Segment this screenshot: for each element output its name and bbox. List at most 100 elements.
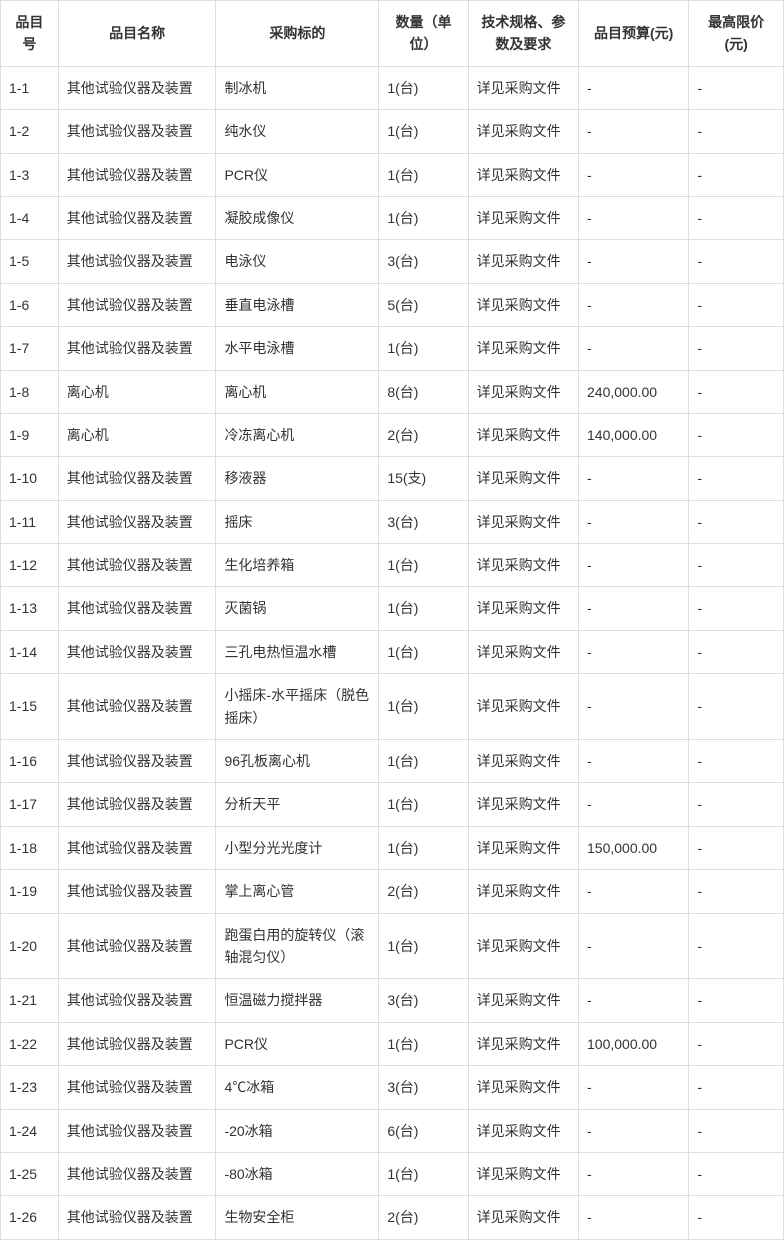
- cell-maxprice: -: [689, 1109, 784, 1152]
- cell-budget: -: [579, 544, 689, 587]
- cell-item-name: 其他试验仪器及装置: [58, 587, 216, 630]
- cell-target: 制冰机: [216, 66, 379, 109]
- cell-item-name: 其他试验仪器及装置: [58, 674, 216, 740]
- cell-maxprice: -: [689, 1196, 784, 1239]
- cell-item-no: 1-8: [1, 370, 59, 413]
- cell-item-name: 其他试验仪器及装置: [58, 870, 216, 913]
- cell-item-no: 1-1: [1, 66, 59, 109]
- cell-spec: 详见采购文件: [468, 630, 578, 673]
- cell-quantity: 3(台): [379, 979, 468, 1022]
- cell-item-no: 1-17: [1, 783, 59, 826]
- cell-item-no: 1-10: [1, 457, 59, 500]
- cell-budget: -: [579, 153, 689, 196]
- cell-budget: 100,000.00: [579, 1022, 689, 1065]
- cell-target: 分析天平: [216, 783, 379, 826]
- cell-item-no: 1-2: [1, 110, 59, 153]
- cell-target: 纯水仪: [216, 110, 379, 153]
- table-row: 1-20其他试验仪器及装置跑蛋白用的旋转仪（滚轴混匀仪）1(台)详见采购文件--: [1, 913, 784, 979]
- cell-quantity: 1(台): [379, 1022, 468, 1065]
- cell-quantity: 15(支): [379, 457, 468, 500]
- cell-maxprice: -: [689, 327, 784, 370]
- cell-budget: 240,000.00: [579, 370, 689, 413]
- cell-maxprice: -: [689, 413, 784, 456]
- cell-quantity: 3(台): [379, 500, 468, 543]
- col-header-item-name: 品目名称: [58, 1, 216, 67]
- cell-quantity: 1(台): [379, 327, 468, 370]
- cell-budget: -: [579, 327, 689, 370]
- table-row: 1-26其他试验仪器及装置生物安全柜2(台)详见采购文件--: [1, 1196, 784, 1239]
- cell-spec: 详见采购文件: [468, 826, 578, 869]
- cell-spec: 详见采购文件: [468, 783, 578, 826]
- table-row: 1-21其他试验仪器及装置恒温磁力搅拌器3(台)详见采购文件--: [1, 979, 784, 1022]
- cell-target: 生化培养箱: [216, 544, 379, 587]
- cell-item-name: 其他试验仪器及装置: [58, 1196, 216, 1239]
- table-row: 1-12其他试验仪器及装置生化培养箱1(台)详见采购文件--: [1, 544, 784, 587]
- cell-item-no: 1-14: [1, 630, 59, 673]
- cell-target: -20冰箱: [216, 1109, 379, 1152]
- table-header: 品目号 品目名称 采购标的 数量（单位） 技术规格、参数及要求 品目预算(元) …: [1, 1, 784, 67]
- cell-target: PCR仪: [216, 1022, 379, 1065]
- cell-target: PCR仪: [216, 153, 379, 196]
- cell-budget: 140,000.00: [579, 413, 689, 456]
- cell-spec: 详见采购文件: [468, 740, 578, 783]
- cell-maxprice: -: [689, 630, 784, 673]
- cell-item-name: 其他试验仪器及装置: [58, 240, 216, 283]
- cell-item-name: 其他试验仪器及装置: [58, 1022, 216, 1065]
- table-row: 1-25其他试验仪器及装置-80冰箱1(台)详见采购文件--: [1, 1152, 784, 1195]
- cell-maxprice: -: [689, 283, 784, 326]
- cell-spec: 详见采购文件: [468, 544, 578, 587]
- cell-item-no: 1-22: [1, 1022, 59, 1065]
- cell-maxprice: -: [689, 870, 784, 913]
- cell-spec: 详见采购文件: [468, 1109, 578, 1152]
- cell-maxprice: -: [689, 500, 784, 543]
- cell-target: 小型分光光度计: [216, 826, 379, 869]
- cell-quantity: 1(台): [379, 1152, 468, 1195]
- cell-item-name: 其他试验仪器及装置: [58, 500, 216, 543]
- cell-maxprice: -: [689, 153, 784, 196]
- cell-maxprice: -: [689, 370, 784, 413]
- cell-quantity: 1(台): [379, 826, 468, 869]
- col-header-item-no: 品目号: [1, 1, 59, 67]
- cell-target: 电泳仪: [216, 240, 379, 283]
- cell-maxprice: -: [689, 913, 784, 979]
- cell-item-no: 1-12: [1, 544, 59, 587]
- cell-budget: -: [579, 740, 689, 783]
- cell-item-name: 其他试验仪器及装置: [58, 110, 216, 153]
- col-header-target: 采购标的: [216, 1, 379, 67]
- cell-item-no: 1-15: [1, 674, 59, 740]
- table-row: 1-15其他试验仪器及装置小摇床-水平摇床（脱色摇床）1(台)详见采购文件--: [1, 674, 784, 740]
- col-header-maxprice: 最高限价(元): [689, 1, 784, 67]
- cell-target: 水平电泳槽: [216, 327, 379, 370]
- cell-target: 生物安全柜: [216, 1196, 379, 1239]
- cell-budget: 150,000.00: [579, 826, 689, 869]
- cell-spec: 详见采购文件: [468, 327, 578, 370]
- cell-budget: -: [579, 979, 689, 1022]
- cell-maxprice: -: [689, 196, 784, 239]
- cell-quantity: 1(台): [379, 66, 468, 109]
- cell-item-name: 其他试验仪器及装置: [58, 630, 216, 673]
- col-header-budget: 品目预算(元): [579, 1, 689, 67]
- cell-item-name: 其他试验仪器及装置: [58, 457, 216, 500]
- procurement-table-container: 品目号 品目名称 采购标的 数量（单位） 技术规格、参数及要求 品目预算(元) …: [0, 0, 784, 1240]
- col-header-spec: 技术规格、参数及要求: [468, 1, 578, 67]
- cell-budget: -: [579, 196, 689, 239]
- cell-spec: 详见采购文件: [468, 457, 578, 500]
- cell-maxprice: -: [689, 1152, 784, 1195]
- cell-target: 摇床: [216, 500, 379, 543]
- table-row: 1-4其他试验仪器及装置凝胶成像仪1(台)详见采购文件--: [1, 196, 784, 239]
- cell-spec: 详见采购文件: [468, 500, 578, 543]
- cell-item-name: 其他试验仪器及装置: [58, 66, 216, 109]
- cell-maxprice: -: [689, 783, 784, 826]
- cell-budget: -: [579, 870, 689, 913]
- cell-item-no: 1-4: [1, 196, 59, 239]
- cell-target: 小摇床-水平摇床（脱色摇床）: [216, 674, 379, 740]
- cell-target: 灭菌锅: [216, 587, 379, 630]
- cell-spec: 详见采购文件: [468, 66, 578, 109]
- table-row: 1-24其他试验仪器及装置-20冰箱6(台)详见采购文件--: [1, 1109, 784, 1152]
- cell-spec: 详见采购文件: [468, 1152, 578, 1195]
- cell-target: 垂直电泳槽: [216, 283, 379, 326]
- cell-maxprice: -: [689, 1022, 784, 1065]
- cell-item-name: 其他试验仪器及装置: [58, 913, 216, 979]
- cell-item-no: 1-23: [1, 1066, 59, 1109]
- table-row: 1-11其他试验仪器及装置摇床3(台)详见采购文件--: [1, 500, 784, 543]
